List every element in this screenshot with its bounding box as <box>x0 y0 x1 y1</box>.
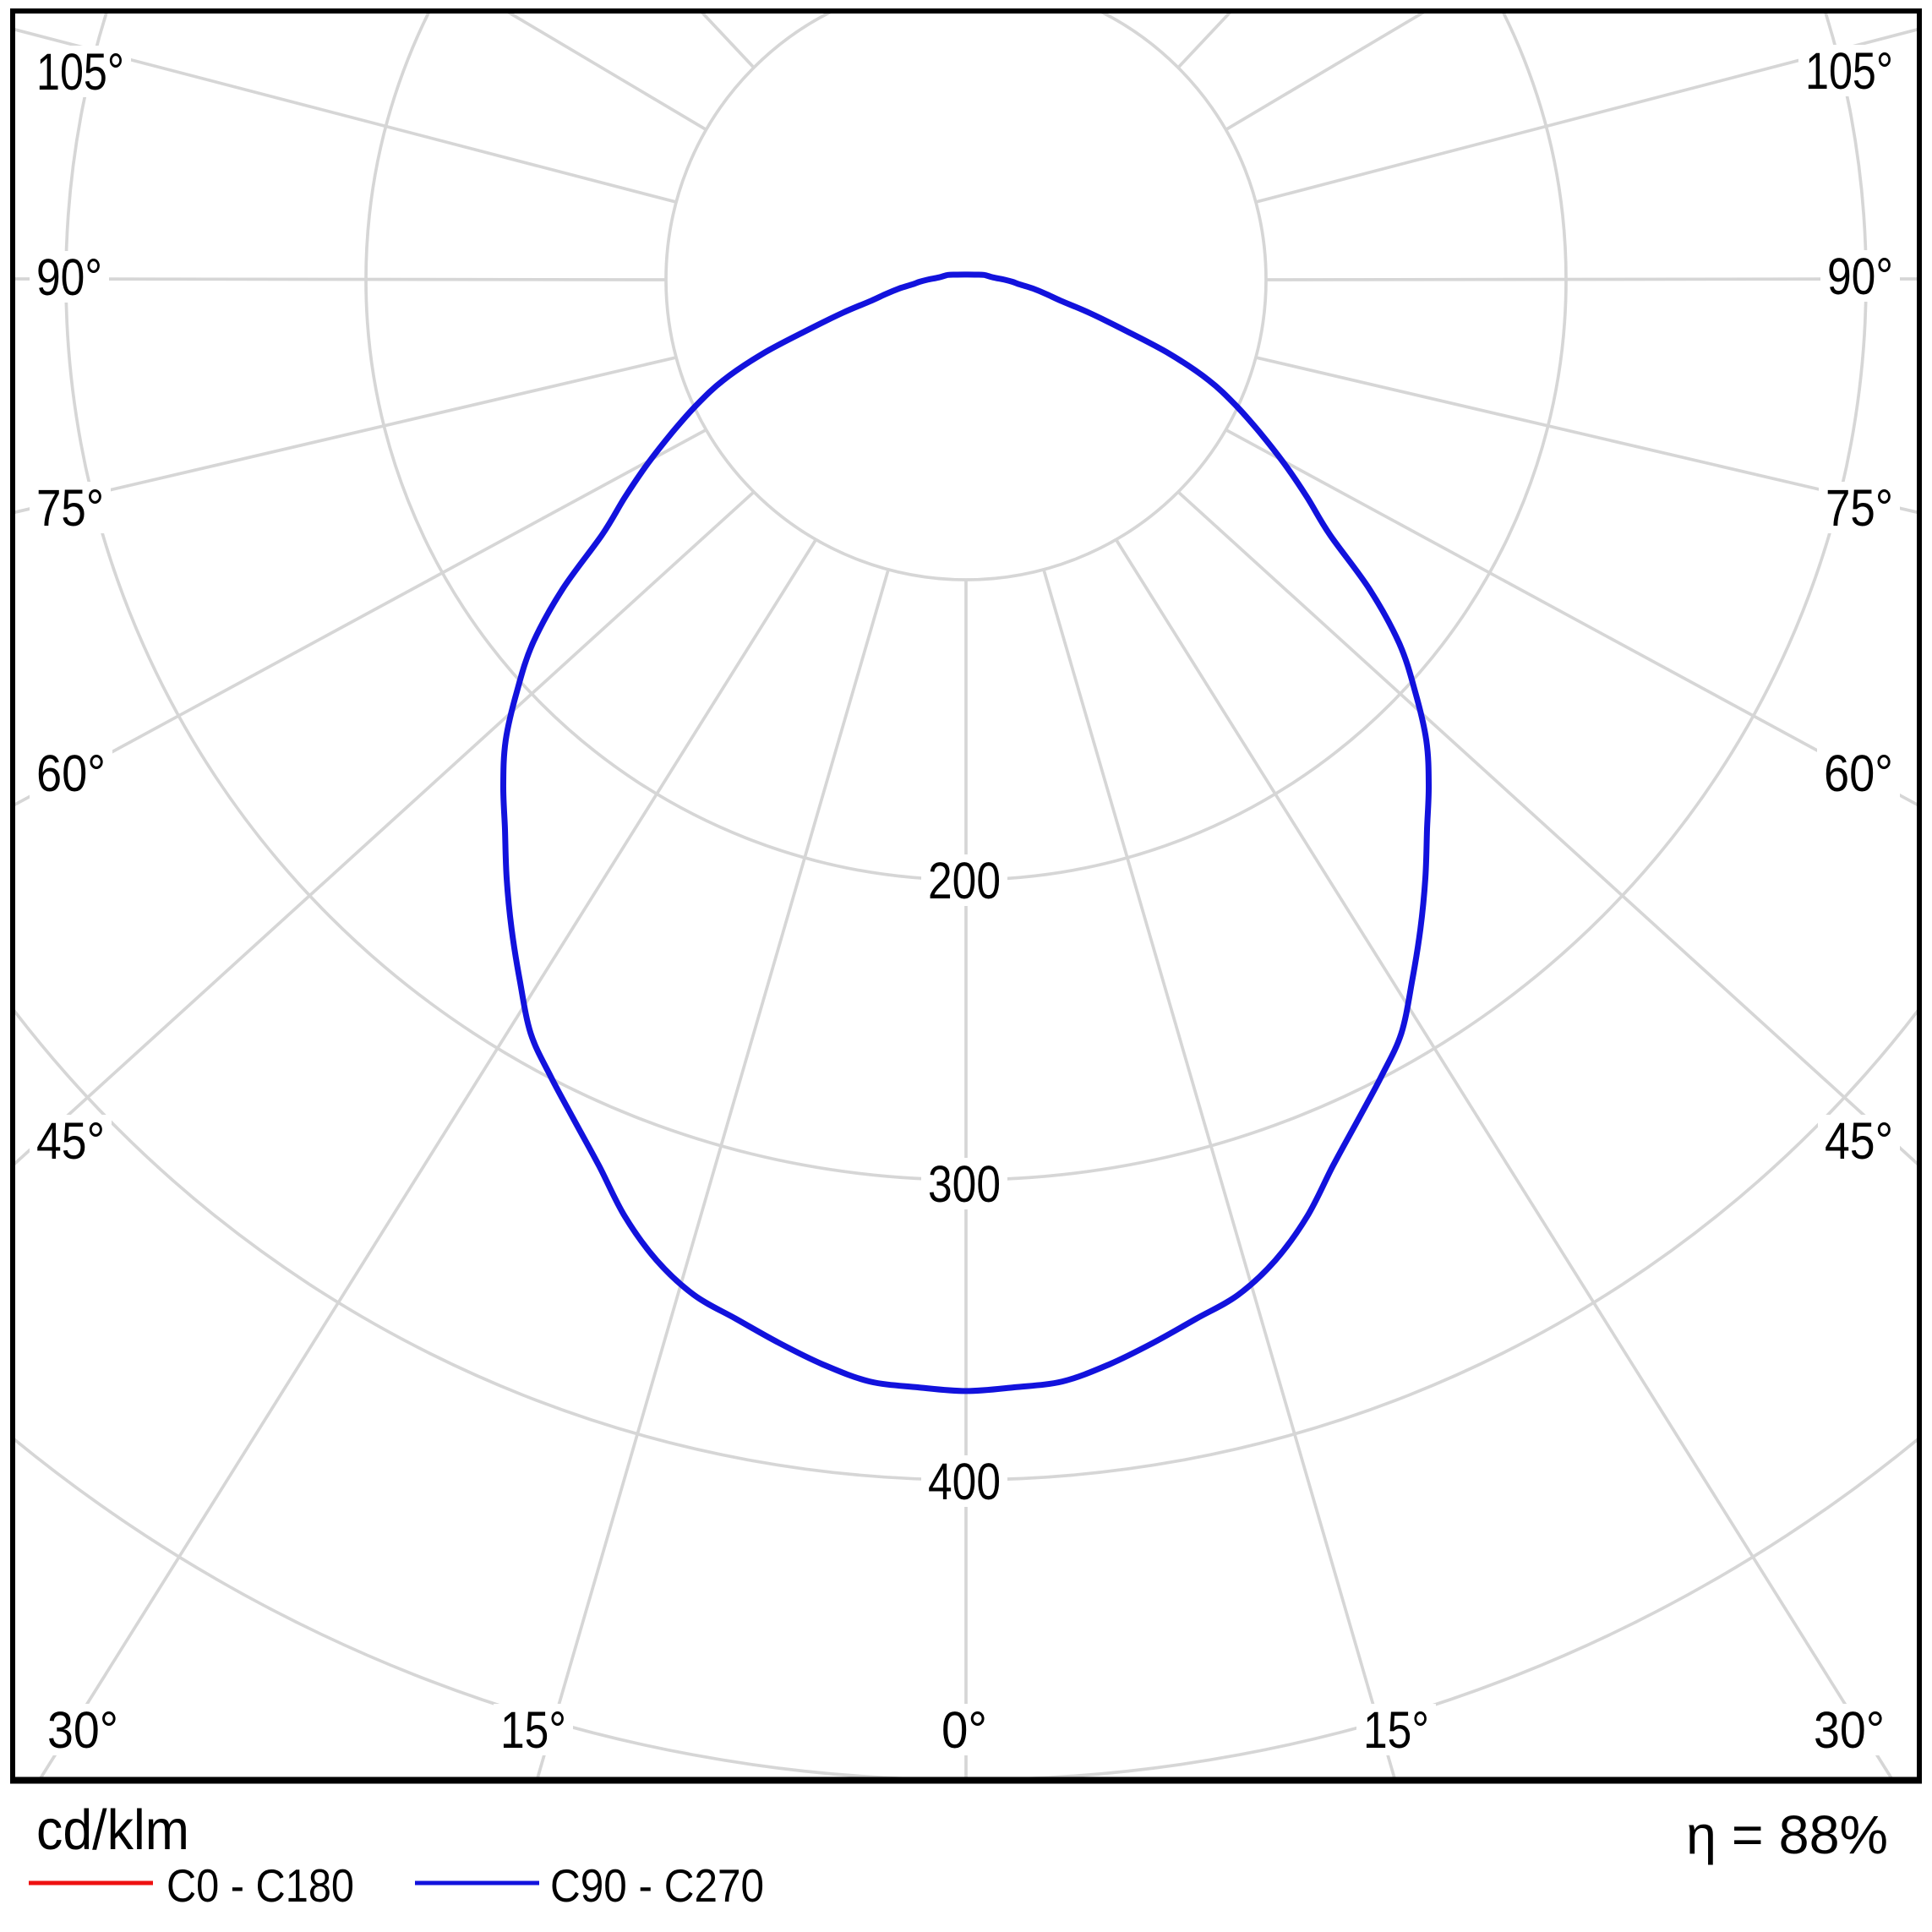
svg-text:15°: 15° <box>1363 1701 1429 1759</box>
svg-text:30°: 30° <box>47 1701 118 1759</box>
svg-text:400: 400 <box>928 1453 1001 1510</box>
svg-text:15°: 15° <box>500 1701 566 1759</box>
svg-text:60°: 60° <box>1824 745 1893 802</box>
svg-text:η = 88%: η = 88% <box>1686 1804 1888 1865</box>
svg-text:105°: 105° <box>36 43 124 101</box>
svg-text:75°: 75° <box>36 479 104 537</box>
svg-text:30°: 30° <box>1814 1701 1885 1759</box>
svg-text:105°: 105° <box>1805 42 1893 100</box>
svg-text:75°: 75° <box>1826 479 1893 537</box>
svg-text:200: 200 <box>928 852 1001 909</box>
svg-text:cd/klm: cd/klm <box>36 1798 189 1862</box>
svg-text:C90 - C270: C90 - C270 <box>550 1859 764 1912</box>
svg-text:0°: 0° <box>941 1701 987 1759</box>
svg-text:300: 300 <box>928 1155 1001 1213</box>
svg-text:90°: 90° <box>1827 248 1893 305</box>
svg-text:45°: 45° <box>36 1112 105 1170</box>
svg-text:45°: 45° <box>1825 1112 1893 1170</box>
svg-text:60°: 60° <box>36 745 106 802</box>
svg-text:C0 - C180: C0 - C180 <box>166 1859 354 1912</box>
svg-text:90°: 90° <box>36 248 102 306</box>
